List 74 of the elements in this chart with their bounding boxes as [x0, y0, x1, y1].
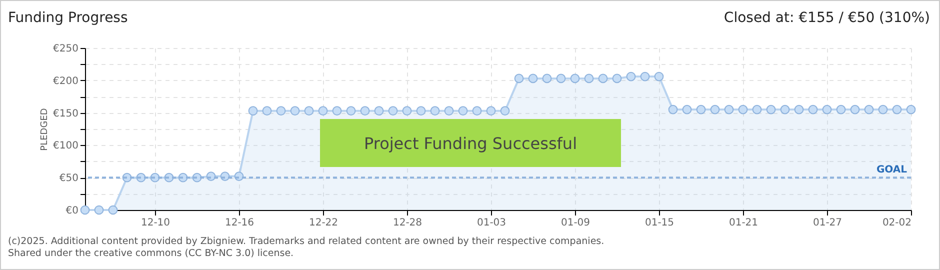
y-tick-label: €0 [66, 206, 78, 216]
point [304, 106, 314, 116]
point [612, 74, 622, 84]
text: Shared under the creative commons (CC BY-NC 3.0) license. [8, 248, 295, 260]
y-tick-label: €100 [53, 140, 78, 152]
point [94, 205, 104, 215]
point [108, 205, 118, 215]
point [360, 106, 370, 116]
x-tick-label: 12-22 [308, 218, 338, 228]
point [332, 106, 342, 116]
point [276, 106, 286, 116]
point [864, 104, 874, 114]
point [556, 74, 566, 84]
x-tick-label: 02-02 [882, 218, 912, 228]
point [458, 106, 468, 116]
y-axis-title: PLEDGED [40, 108, 50, 151]
point [416, 106, 426, 116]
x-tick-label: 01-03 [476, 218, 506, 228]
x-tick-label: 01-09 [560, 218, 590, 228]
point [906, 104, 916, 114]
point [430, 106, 440, 116]
point [584, 74, 594, 84]
y-tick-label: €50 [59, 173, 78, 184]
chart-title: Funding Progress [8, 10, 128, 26]
point [682, 104, 692, 114]
point [248, 106, 258, 116]
point [598, 74, 608, 84]
text: (c)2025. Additional content provided by Zbigniew. Trademarks and related content are owned by their respective companies. [8, 236, 604, 248]
banner: Project Funding Successful [320, 119, 621, 167]
point [374, 106, 384, 116]
x-tick-label: 01-27 [812, 218, 842, 228]
point [514, 74, 524, 84]
x-tick-label: 01-21 [728, 218, 758, 228]
point [528, 74, 538, 84]
point [654, 72, 664, 82]
point [892, 104, 902, 114]
point [696, 104, 706, 114]
point [878, 104, 888, 114]
x-tick-label: 01-15 [644, 218, 674, 228]
point [640, 72, 650, 82]
y-tick-label: €250 [53, 44, 78, 54]
point [290, 106, 300, 116]
x-tick-label: 12-10 [140, 218, 170, 228]
point [780, 104, 790, 114]
point [472, 106, 482, 116]
point [738, 104, 748, 114]
point [808, 104, 818, 114]
point [724, 104, 734, 114]
chart-subtitle: Closed at: €155 / €50 (310%) [724, 10, 930, 26]
point [80, 205, 90, 215]
y-tick-label: €200 [53, 76, 78, 87]
point [850, 104, 860, 114]
point [346, 106, 356, 116]
point [794, 104, 804, 114]
point [262, 106, 272, 116]
y-tick-label: €150 [53, 108, 78, 120]
point [486, 106, 496, 116]
point [752, 104, 762, 114]
point [836, 104, 846, 114]
point [500, 106, 510, 116]
point [318, 106, 328, 116]
point [822, 104, 832, 114]
point [668, 104, 678, 114]
point [402, 106, 412, 116]
point [626, 72, 636, 82]
point [570, 74, 580, 84]
point [542, 74, 552, 84]
x-tick-label: 12-28 [392, 218, 422, 228]
point [444, 106, 454, 116]
point [766, 104, 776, 114]
ref-line-label: GOAL [876, 164, 908, 176]
x-tick-label: 12-16 [224, 218, 254, 228]
point [710, 104, 720, 114]
point [388, 106, 398, 116]
